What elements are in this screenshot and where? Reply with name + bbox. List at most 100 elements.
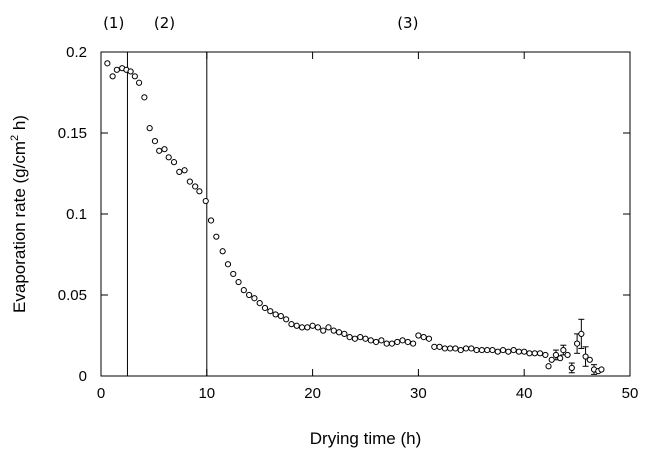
data-point-78 [510,346,517,354]
data-point-82 [531,350,538,357]
data-point-86 [548,356,555,363]
phase-label-2: (2) [154,14,175,32]
data-point-55 [388,340,396,347]
data-point-30 [256,300,263,307]
data-point-38 [298,324,306,331]
y-tick-label: 0.2 [66,44,87,61]
data-point-46 [341,330,348,337]
data-point-23 [219,248,226,255]
data-point-12 [161,146,168,153]
data-point-15 [176,168,183,175]
phase-labels: (1) (2) (3) [103,14,418,32]
x-axis-title: Drying time (h) [310,429,421,448]
data-point-98 [598,366,605,373]
data-point-6 [131,73,138,80]
data-point-1 [109,73,116,80]
data-point-44 [330,327,337,334]
data-point-43 [325,324,332,331]
x-tick-labels: 0 10 20 30 40 50 [97,385,639,402]
data-point-52 [372,338,380,346]
data-point-22 [213,233,220,240]
data-point-76 [499,346,507,354]
data-point-8 [141,94,148,101]
data-point-32 [267,308,274,315]
axis-ticks [100,51,631,377]
y-tick-labels: 0 0.05 0.1 0.15 0.2 [58,44,87,385]
y-tick-label: 0 [79,368,87,385]
data-point-48 [351,335,359,342]
data-point-54 [383,340,390,347]
data-point-75 [494,348,501,355]
data-point-26 [235,278,242,286]
y-axis-title-part-1: Evaporation rate (g/cm [10,141,29,313]
data-point-47 [346,334,353,341]
data-point-90 [564,351,571,359]
data-point-39 [304,324,311,331]
data-point-83 [536,350,544,357]
data-point-65 [441,345,448,352]
y-tick-label: 0.1 [66,206,87,223]
data-point-21 [207,217,215,224]
data-point-56 [394,338,401,346]
data-point-71 [473,346,480,354]
y-axis-title-superscript: 2 [9,135,21,141]
data-point-92 [574,340,581,347]
data-point-80 [521,348,528,355]
data-point-79 [515,348,523,355]
data-point-41 [314,324,321,331]
data-point-61 [420,334,427,341]
data-point-95 [586,356,593,363]
data-point-24 [224,261,232,268]
data-point-66 [447,345,454,352]
x-tick-label: 30 [410,385,427,402]
data-point-34 [277,312,284,320]
data-point-91 [568,364,575,371]
y-tick-label: 0.05 [58,287,87,304]
data-point-9 [146,125,153,132]
data-point-2 [113,66,120,73]
data-point-31 [261,304,269,312]
data-point-62 [425,335,433,342]
data-point-14 [170,159,178,166]
data-point-84 [542,351,549,359]
data-point-37 [293,322,300,329]
data-point-45 [335,329,343,336]
data-point-57 [399,337,406,344]
data-point-20 [202,197,209,205]
phase-lines [126,52,208,376]
y-axis-title: Evaporation rate (g/cm2 h) [9,115,29,313]
data-point-77 [505,348,512,355]
data-point-10 [151,138,159,145]
data-point-25 [230,270,237,278]
data-point-67 [452,345,459,352]
data-point-59 [410,340,417,347]
data-point-16 [181,167,188,174]
x-tick-label: 10 [198,385,215,402]
data-point-11 [156,147,163,154]
data-points [104,60,605,375]
data-point-63 [431,343,438,350]
x-tick-label: 0 [97,385,105,402]
data-point-27 [240,287,247,294]
data-point-42 [320,327,327,334]
data-point-94 [582,353,589,360]
data-point-70 [468,345,475,352]
phase-label-3: (3) [397,14,418,32]
data-point-40 [309,322,316,329]
x-tick-label: 40 [516,385,533,402]
data-point-50 [362,335,369,342]
data-point-17 [186,178,193,185]
data-point-7 [135,79,143,86]
data-point-29 [251,295,258,302]
data-point-51 [367,337,374,344]
data-point-93 [578,330,585,337]
x-tick-label: 50 [622,385,639,402]
data-point-35 [283,316,290,323]
data-point-88 [557,355,564,362]
data-point-33 [272,311,279,318]
data-point-13 [165,154,172,161]
data-point-81 [526,350,533,357]
data-point-19 [196,188,203,195]
